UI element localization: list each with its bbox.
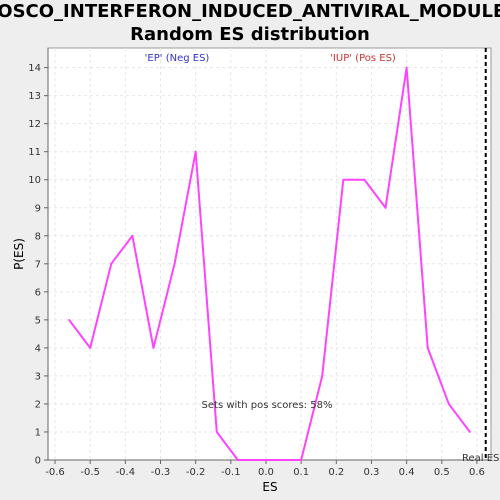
y-tick-label-13: 13 (28, 91, 41, 102)
y-tick-label-14: 14 (28, 63, 41, 74)
data-point-0-1 (89, 346, 92, 349)
chart-title-line1: BOSCO_INTERFERON_INDUCED_ANTIVIRAL_MODUL… (0, 1, 500, 22)
x-tick-label-7: 0.1 (293, 467, 309, 478)
plot-area (47, 47, 492, 461)
x-tick-label-12: 0.6 (469, 467, 485, 478)
y-tick-label-4: 4 (35, 343, 41, 354)
y-tick-label-12: 12 (28, 119, 41, 130)
real-es-label: Real ES (462, 453, 499, 464)
y-tick-label-9: 9 (35, 203, 41, 214)
chart-title-line2: Random ES distribution (130, 24, 370, 45)
data-point-0-10 (279, 459, 281, 461)
data-point-0-19 (469, 431, 471, 433)
series-layer (68, 48, 487, 461)
data-point-0-8 (236, 459, 239, 461)
data-point-0-2 (110, 262, 113, 265)
data-point-0-18 (447, 403, 450, 405)
data-point-0-17 (426, 346, 429, 349)
data-point-0-13 (342, 178, 345, 181)
x-tick-label-4: -0.2 (186, 467, 206, 478)
x-axis-label: ES (262, 480, 277, 494)
series-line-0 (68, 66, 471, 461)
y-tick-label-6: 6 (35, 287, 41, 298)
y-tick-label-11: 11 (28, 147, 41, 158)
data-point-0-0 (68, 318, 70, 321)
data-point-0-7 (215, 431, 218, 433)
axes: -0.6 -0.5 -0.4 -0.3 -0.2 -0.1 0.0 0.1 0.2 0.3 0.4 0… (28, 48, 491, 478)
data-point-0-6 (194, 150, 197, 153)
x-tick-label-2: -0.4 (116, 467, 136, 478)
y-tick-label-3: 3 (35, 371, 41, 382)
x-tick-label-10: 0.4 (399, 467, 415, 478)
x-tick-label-0: -0.6 (45, 467, 65, 478)
x-tick-label-5: -0.1 (221, 467, 241, 478)
data-point-0-4 (152, 346, 155, 349)
x-tick-label-3: -0.3 (151, 467, 171, 478)
y-tick-label-2: 2 (35, 399, 41, 410)
pos-es-label: 'IUP' (Pos ES) (330, 53, 396, 64)
x-tick-label-8: 0.2 (328, 467, 344, 478)
data-point-0-12 (321, 375, 324, 377)
y-axis-label: P(ES) (12, 238, 26, 270)
y-tick-label-8: 8 (35, 231, 41, 242)
data-point-0-16 (405, 66, 408, 69)
x-tick-label-1: -0.5 (80, 467, 100, 478)
data-point-0-14 (363, 178, 366, 181)
y-tick-label-1: 1 (35, 427, 41, 438)
data-point-0-15 (384, 206, 387, 209)
neg-es-label: 'EP' (Neg ES) (145, 53, 210, 64)
pos-scores-annotation: Sets with pos scores: 58% (202, 400, 333, 411)
y-tick-label-5: 5 (35, 315, 41, 326)
x-tick-label-6: 0.0 (258, 467, 274, 478)
y-tick-label-0: 0 (35, 456, 41, 467)
x-tick-label-9: 0.3 (364, 467, 380, 478)
x-tick-label-11: 0.5 (434, 467, 450, 478)
data-point-0-11 (300, 459, 303, 461)
data-point-0-3 (131, 234, 134, 237)
data-point-0-9 (258, 459, 260, 461)
y-tick-label-10: 10 (28, 175, 41, 186)
data-point-0-5 (173, 262, 176, 265)
y-tick-label-7: 7 (35, 259, 41, 270)
